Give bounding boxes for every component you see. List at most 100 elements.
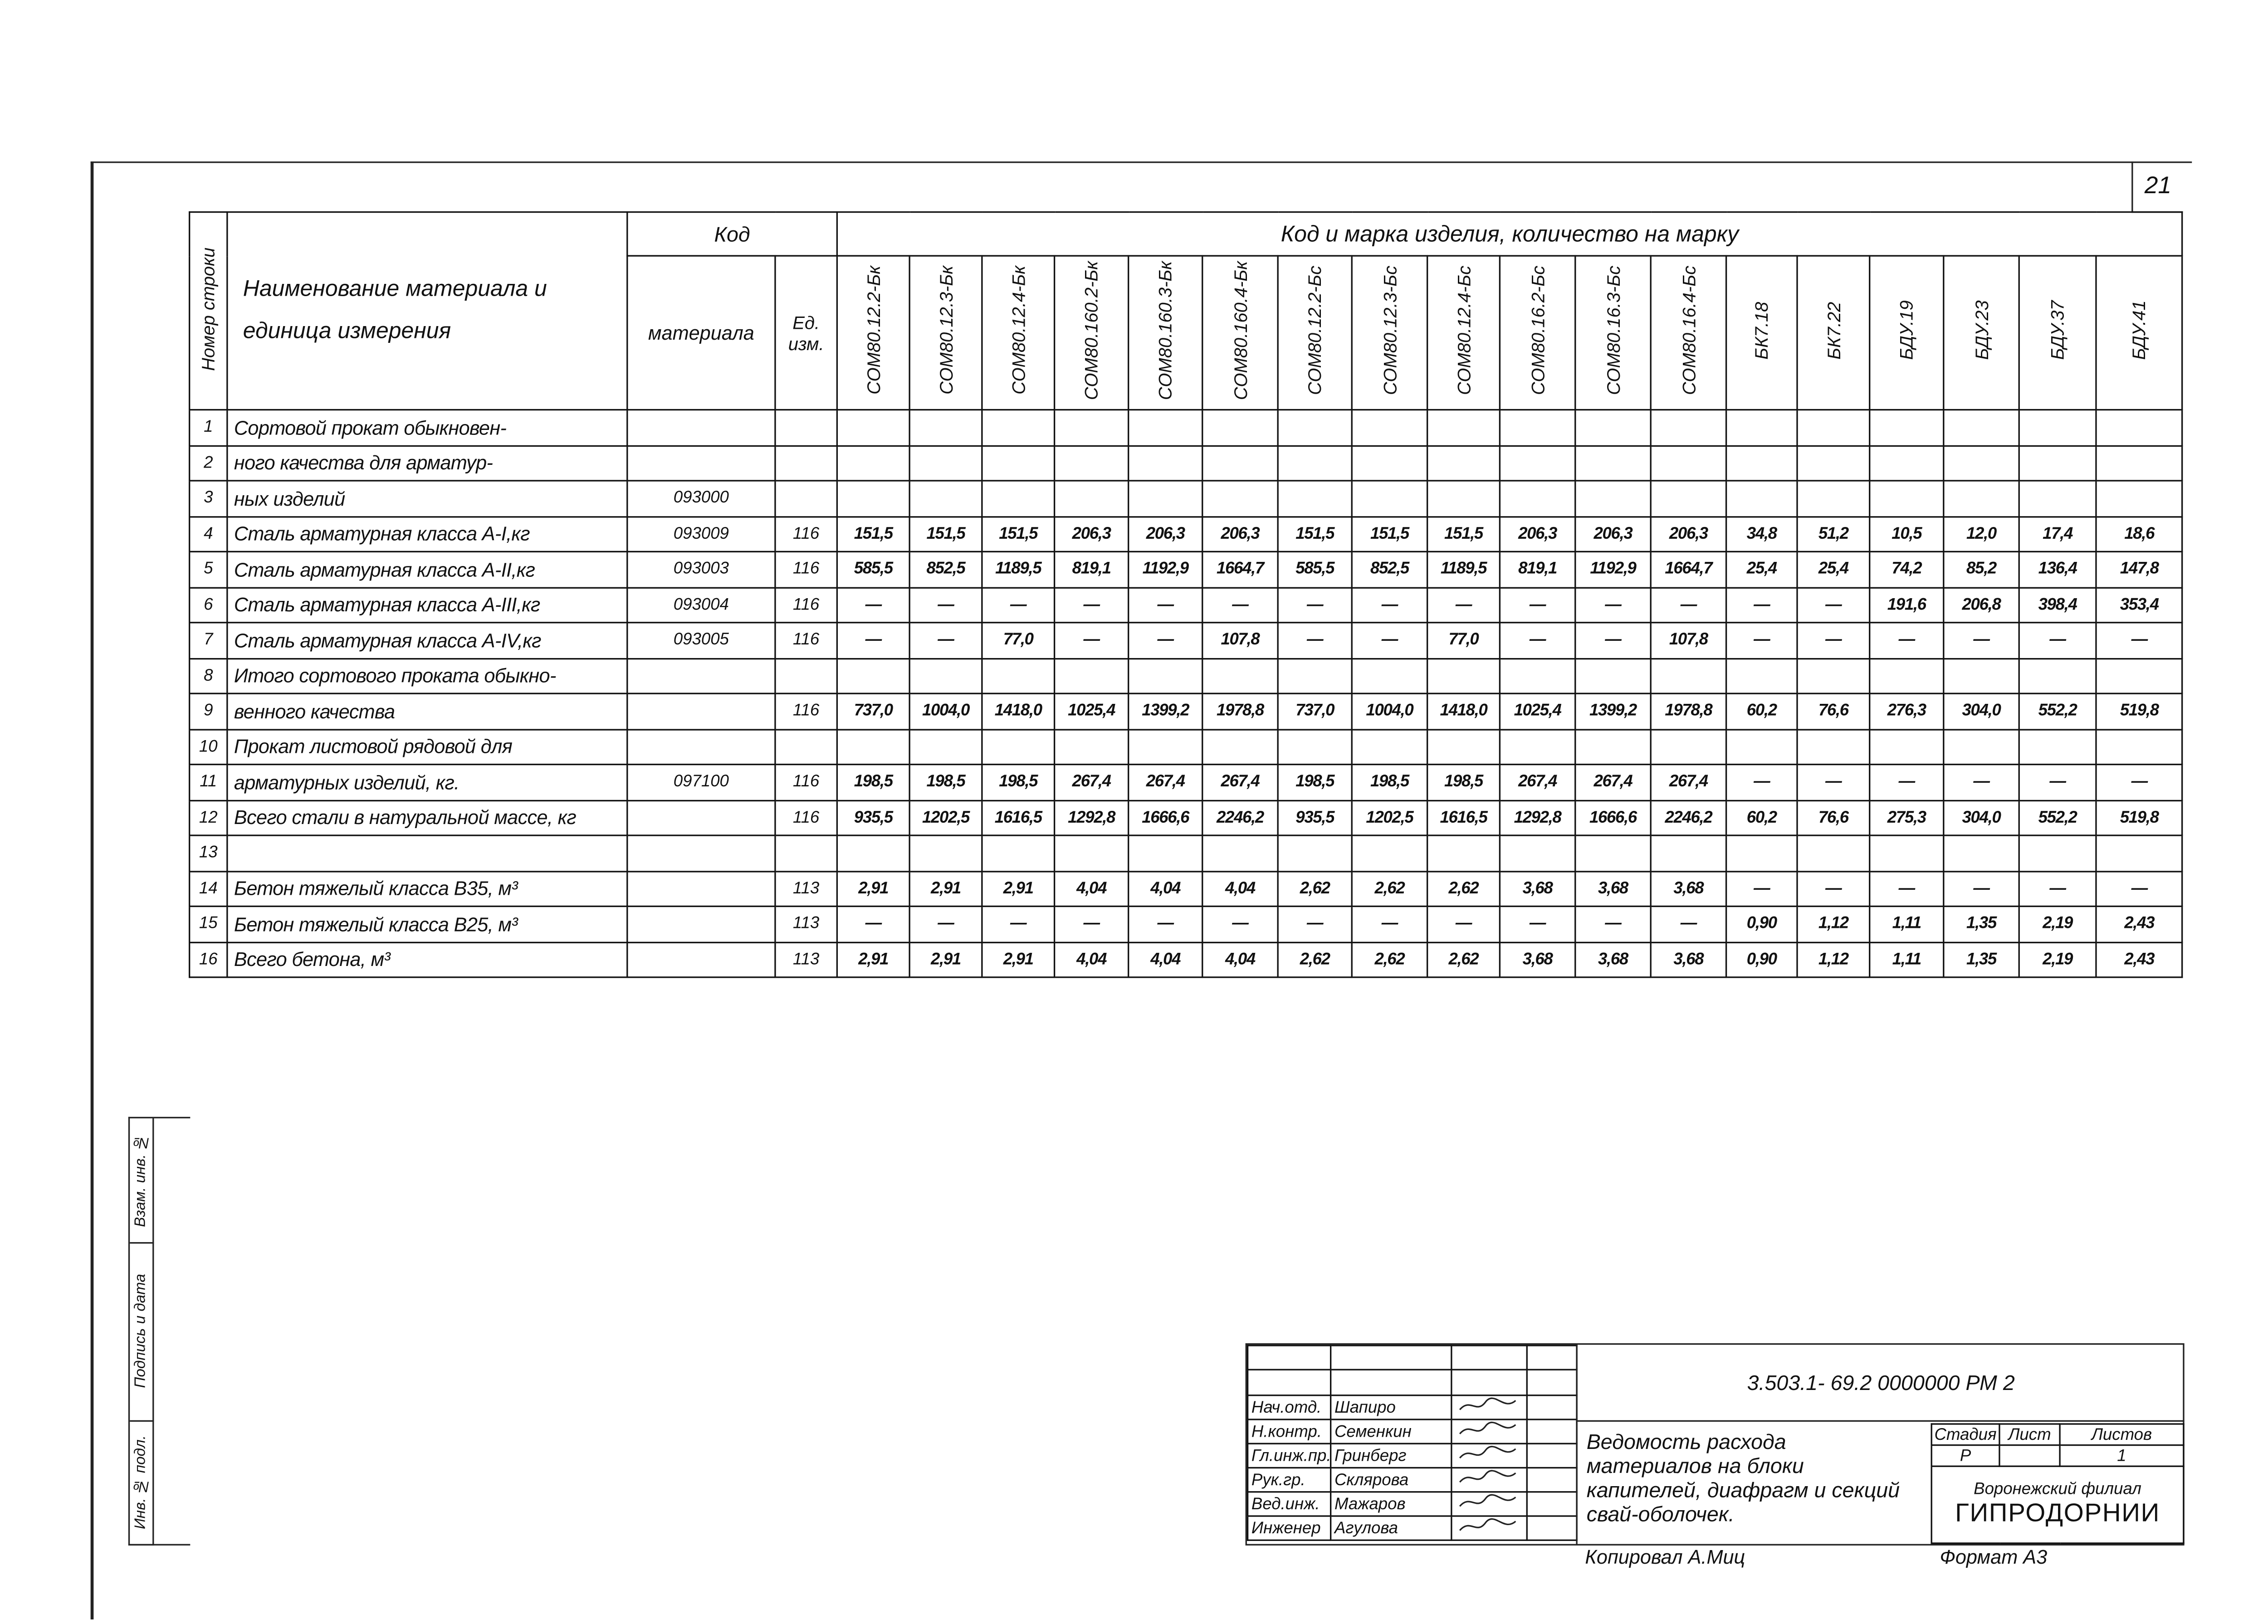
quantity-cell: —: [1351, 905, 1428, 943]
quantity-cell: [1869, 480, 1945, 517]
header-material-code: материала: [626, 255, 776, 411]
material-name: Бетон тяжелый класса В35, м³: [226, 870, 628, 907]
signature: [1451, 1419, 1528, 1444]
header-product: СОМ80.12.4-Бк: [981, 255, 1056, 411]
row-number: 16: [189, 941, 228, 978]
row-number: 2: [189, 444, 228, 482]
quantity-cell: [1351, 409, 1428, 446]
quantity-cell: 519,8: [2095, 693, 2184, 730]
quantity-cell: 151,5: [981, 515, 1056, 553]
unit-code: [774, 444, 838, 482]
signer-name: Шапиро: [1330, 1395, 1452, 1420]
quantity-cell: [1574, 728, 1652, 766]
quantity-cell: —: [1426, 905, 1501, 943]
quantity-cell: 1664,7: [1650, 551, 1727, 588]
quantity-cell: 276,3: [1869, 693, 1945, 730]
header-row-number: Номер строки: [189, 211, 228, 411]
quantity-cell: —: [1574, 622, 1652, 659]
quantity-cell: —: [1650, 586, 1727, 624]
unit-code: 116: [774, 799, 838, 836]
quantity-cell: 136,4: [2018, 551, 2097, 588]
quantity-cell: [1053, 728, 1129, 766]
quantity-cell: 1192,9: [1574, 551, 1652, 588]
quantity-cell: [1202, 728, 1279, 766]
quantity-cell: [981, 728, 1056, 766]
quantity-cell: [1650, 834, 1727, 872]
quantity-cell: [1574, 480, 1652, 517]
quantity-cell: —: [1128, 905, 1203, 943]
quantity-cell: —: [909, 586, 983, 624]
quantity-cell: —: [2095, 622, 2184, 659]
quantity-cell: 151,5: [836, 515, 910, 553]
quantity-cell: 51,2: [1796, 515, 1871, 553]
quantity-cell: [836, 728, 910, 766]
quantity-cell: —: [1869, 764, 1945, 801]
quantity-cell: 585,5: [1277, 551, 1353, 588]
signer-row: Нач.отд. Шапиро: [1246, 1395, 1578, 1420]
quantity-cell: 1004,0: [1351, 693, 1428, 730]
quantity-cell: [1574, 657, 1652, 694]
quantity-cell: [2095, 444, 2184, 482]
unit-code: [774, 480, 838, 517]
header-product: БДУ.23: [1943, 255, 2020, 411]
table-row: 7 Сталь арматурная класса A-IV,кг 093005 11…: [189, 622, 2184, 659]
quantity-cell: 25,4: [1725, 551, 1798, 588]
material-code: [626, 870, 776, 907]
quantity-cell: [1725, 480, 1798, 517]
header-unit: Ед. изм.: [774, 255, 838, 411]
signer-role: Рук.гр.: [1246, 1467, 1332, 1493]
quantity-cell: 1616,5: [981, 799, 1056, 836]
quantity-cell: 1,35: [1943, 941, 2020, 978]
quantity-cell: —: [2018, 870, 2097, 907]
header-product: БДУ.41: [2095, 255, 2184, 411]
quantity-cell: [1053, 480, 1129, 517]
quantity-cell: [1499, 728, 1576, 766]
quantity-cell: —: [981, 586, 1056, 624]
quantity-cell: —: [909, 905, 983, 943]
material-code: [626, 905, 776, 943]
quantity-cell: 0,90: [1725, 905, 1798, 943]
quantity-cell: [1053, 444, 1129, 482]
quantity-cell: 4,04: [1202, 870, 1279, 907]
quantity-cell: [1202, 444, 1279, 482]
quantity-cell: 2,91: [981, 941, 1056, 978]
quantity-cell: —: [1796, 586, 1871, 624]
quantity-cell: 3,68: [1499, 870, 1576, 907]
quantity-cell: 1,11: [1869, 941, 1945, 978]
quantity-cell: 2,43: [2095, 905, 2184, 943]
quantity-cell: 4,04: [1053, 941, 1129, 978]
quantity-cell: [836, 834, 910, 872]
quantity-cell: 4,04: [1128, 941, 1203, 978]
material-name: ных изделий: [226, 480, 628, 517]
quantity-cell: [1351, 444, 1428, 482]
unit-code: 116: [774, 515, 838, 553]
quantity-cell: —: [909, 622, 983, 659]
quantity-cell: [1574, 409, 1652, 446]
quantity-cell: [1351, 728, 1428, 766]
quantity-cell: 737,0: [836, 693, 910, 730]
quantity-cell: [1277, 409, 1353, 446]
quantity-cell: [1869, 657, 1945, 694]
quantity-cell: 34,8: [1725, 515, 1798, 553]
quantity-cell: 1978,8: [1650, 693, 1727, 730]
quantity-cell: [1128, 728, 1203, 766]
quantity-cell: [1943, 409, 2020, 446]
quantity-cell: [1351, 480, 1428, 517]
unit-code: 113: [774, 870, 838, 907]
quantity-cell: 1202,5: [1351, 799, 1428, 836]
table-row: 12 Всего стали в натуральной массе, кг 116…: [189, 799, 2184, 836]
quantity-cell: [1796, 657, 1871, 694]
signature-scribble: [1459, 1470, 1516, 1483]
quantity-cell: [1351, 834, 1428, 872]
quantity-cell: [1202, 480, 1279, 517]
quantity-cell: 1978,8: [1202, 693, 1279, 730]
quantity-cell: [836, 657, 910, 694]
quantity-cell: 206,3: [1202, 515, 1279, 553]
quantity-cell: [1869, 834, 1945, 872]
quantity-cell: [909, 444, 983, 482]
quantity-cell: [1943, 480, 2020, 517]
material-code: 097100: [626, 764, 776, 801]
quantity-cell: 2,62: [1277, 870, 1353, 907]
quantity-cell: 107,8: [1202, 622, 1279, 659]
quantity-cell: [1796, 728, 1871, 766]
